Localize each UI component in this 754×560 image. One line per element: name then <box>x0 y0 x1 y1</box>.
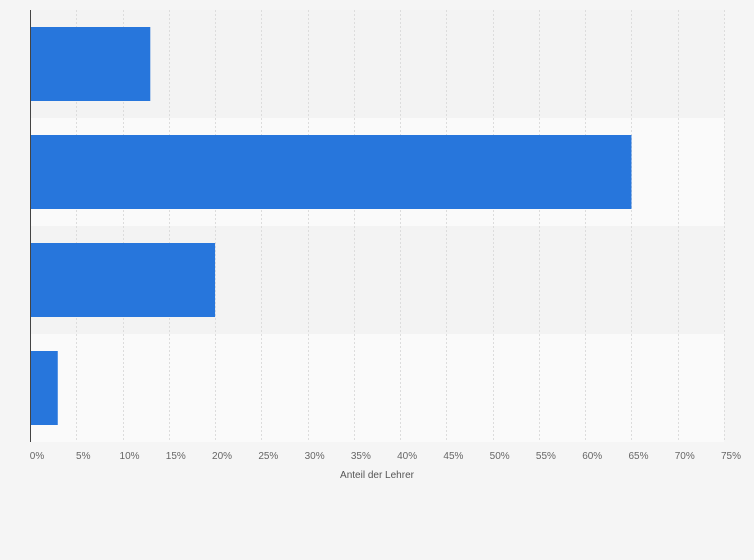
x-axis-title: Anteil der Lehrer <box>340 470 415 481</box>
x-tick-label-75: 75% <box>721 451 741 462</box>
bar-1 <box>30 27 151 101</box>
bars <box>30 27 632 425</box>
x-tick-label-35: 35% <box>351 451 371 462</box>
x-tick-labels: 0% 5% 10% 15% 20% 25% 30% 35% 40% 45% 50% 55% 60% 65%… <box>30 451 741 462</box>
x-tick-label-55: 55% <box>536 451 556 462</box>
bar-3 <box>30 243 216 317</box>
row-bands <box>30 10 724 442</box>
x-tick-label-65: 65% <box>628 451 648 462</box>
x-tick-label-5: 5% <box>76 451 91 462</box>
x-tick-label-0: 0% <box>30 451 45 462</box>
x-tick-label-20: 20% <box>212 451 232 462</box>
x-tick-label-40: 40% <box>397 451 417 462</box>
row-band-4 <box>30 334 724 442</box>
x-tick-label-10: 10% <box>120 451 140 462</box>
x-tick-label-30: 30% <box>305 451 325 462</box>
x-tick-label-45: 45% <box>443 451 463 462</box>
x-tick-label-15: 15% <box>166 451 186 462</box>
gridlines <box>76 10 725 442</box>
x-tick-label-60: 60% <box>582 451 602 462</box>
x-tick-label-25: 25% <box>258 451 278 462</box>
bar-2 <box>30 135 632 209</box>
x-tick-label-70: 70% <box>675 451 695 462</box>
x-tick-label-50: 50% <box>490 451 510 462</box>
bar-4 <box>30 351 58 425</box>
